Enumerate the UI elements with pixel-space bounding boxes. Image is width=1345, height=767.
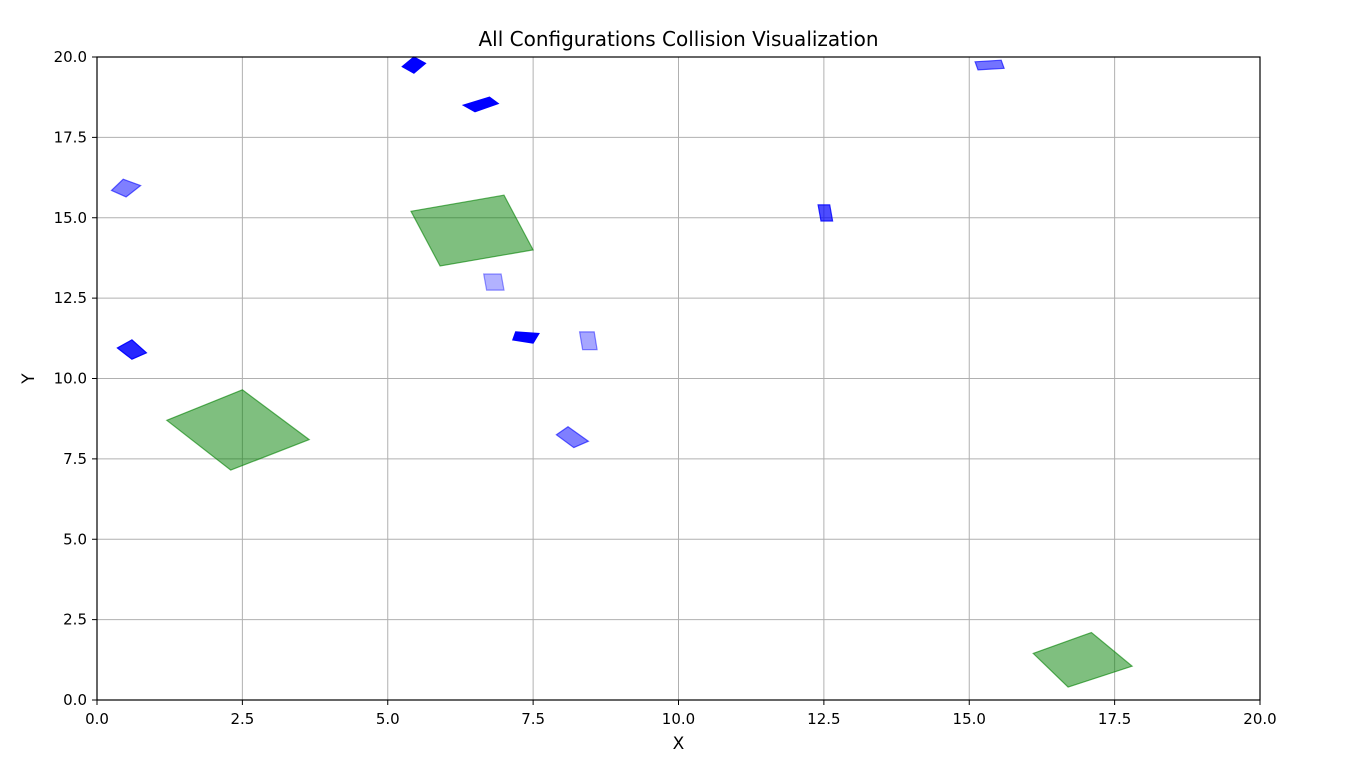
configuration-polygon-5: [817, 204, 834, 222]
x-axis-label: X: [673, 734, 685, 754]
x-tick-label: 5.0: [376, 710, 400, 728]
x-tick-label: 12.5: [807, 710, 840, 728]
configuration-polygon-7: [555, 425, 590, 449]
obstacle-polygon-3: [1032, 631, 1134, 688]
x-tick-label: 15.0: [953, 710, 986, 728]
y-tick-label: 5.0: [63, 530, 87, 548]
x-tick-label: 20.0: [1243, 710, 1276, 728]
y-tick-label: 15.0: [54, 209, 87, 227]
y-axis-label: Y: [19, 373, 39, 385]
configuration-polygon-3: [511, 331, 540, 344]
y-tick-label: 2.5: [63, 611, 87, 629]
obstacle-polygon-1: [410, 194, 535, 267]
configuration-polygon-8: [974, 59, 1005, 71]
axis-ticks: 0.0 2.5 5.0 7.5 10.0 12.5 15.0 17.5 20.0 0.0 2.5 5.…: [54, 48, 1277, 728]
configuration-polygon-6: [110, 178, 142, 198]
configuration-polygon-10: [578, 331, 598, 351]
x-tick-label: 10.0: [662, 710, 695, 728]
x-tick-label: 0.0: [85, 710, 109, 728]
obstacle-polygon-2: [165, 389, 311, 471]
configuration-polygon-9: [482, 273, 505, 291]
configuration-polygon-4: [116, 339, 148, 360]
configuration-polygon-2: [461, 96, 500, 113]
configuration-polygon-1: [401, 56, 427, 74]
y-tick-label: 0.0: [63, 691, 87, 709]
y-tick-label: 10.0: [54, 370, 87, 388]
x-tick-label: 2.5: [230, 710, 254, 728]
y-tick-label: 7.5: [63, 450, 87, 468]
chart-title: All Configurations Collision Visualizati…: [478, 27, 878, 51]
plot-polygons: [110, 56, 1134, 688]
y-tick-label: 20.0: [54, 48, 87, 66]
x-tick-label: 7.5: [521, 710, 545, 728]
x-tick-label: 17.5: [1098, 710, 1131, 728]
y-tick-label: 17.5: [54, 128, 87, 146]
y-tick-label: 12.5: [54, 289, 87, 307]
